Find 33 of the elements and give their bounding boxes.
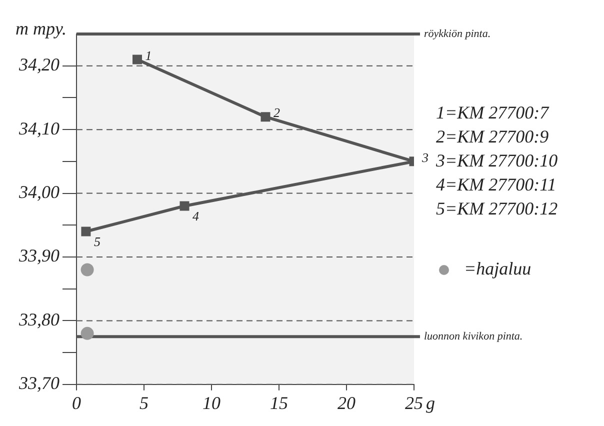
annotation: 2: [274, 105, 280, 120]
annotation: 1: [145, 48, 152, 63]
y-tick-label: 34,00: [18, 182, 60, 202]
point: [180, 201, 190, 211]
text: 3=KM 27700:10: [435, 150, 558, 171]
annotation: 5: [94, 234, 101, 249]
ref-line-label: röykkiön pinta.: [424, 28, 491, 40]
y-tick-label: 34,10: [18, 118, 60, 138]
point: [132, 54, 142, 64]
x-tick-label: 25: [405, 392, 423, 413]
point: [260, 112, 270, 122]
x-tick-label: 0: [72, 392, 81, 413]
x-tick-label: 5: [140, 392, 148, 413]
y-tick-label: 34,20: [18, 54, 60, 75]
ref-line-label: luonnon kivikon pinta.: [424, 330, 523, 343]
text: 4=KM 27700:11: [436, 174, 556, 195]
point: [80, 326, 94, 340]
y-tick-label: 33,90: [18, 246, 60, 266]
point: [81, 226, 91, 236]
text: 2=KM 27700:9: [436, 126, 549, 147]
text: 5=KM 27700:12: [436, 198, 558, 219]
legend-label: =hajaluu: [464, 258, 532, 279]
text: 1=KM 27700:7: [436, 102, 550, 123]
y-tick-label: 33,70: [18, 373, 60, 394]
x-tick-label: 15: [270, 392, 288, 413]
x-tick-label: 20: [338, 392, 356, 413]
y-tick-label: 33,80: [18, 309, 60, 330]
annotation: 3: [421, 150, 429, 165]
y-axis-title: m mpy.: [16, 18, 66, 39]
x-axis-title: g: [426, 393, 435, 414]
x-tick-label: 10: [202, 392, 220, 413]
point: [80, 263, 94, 276]
annotation: 4: [192, 208, 200, 224]
